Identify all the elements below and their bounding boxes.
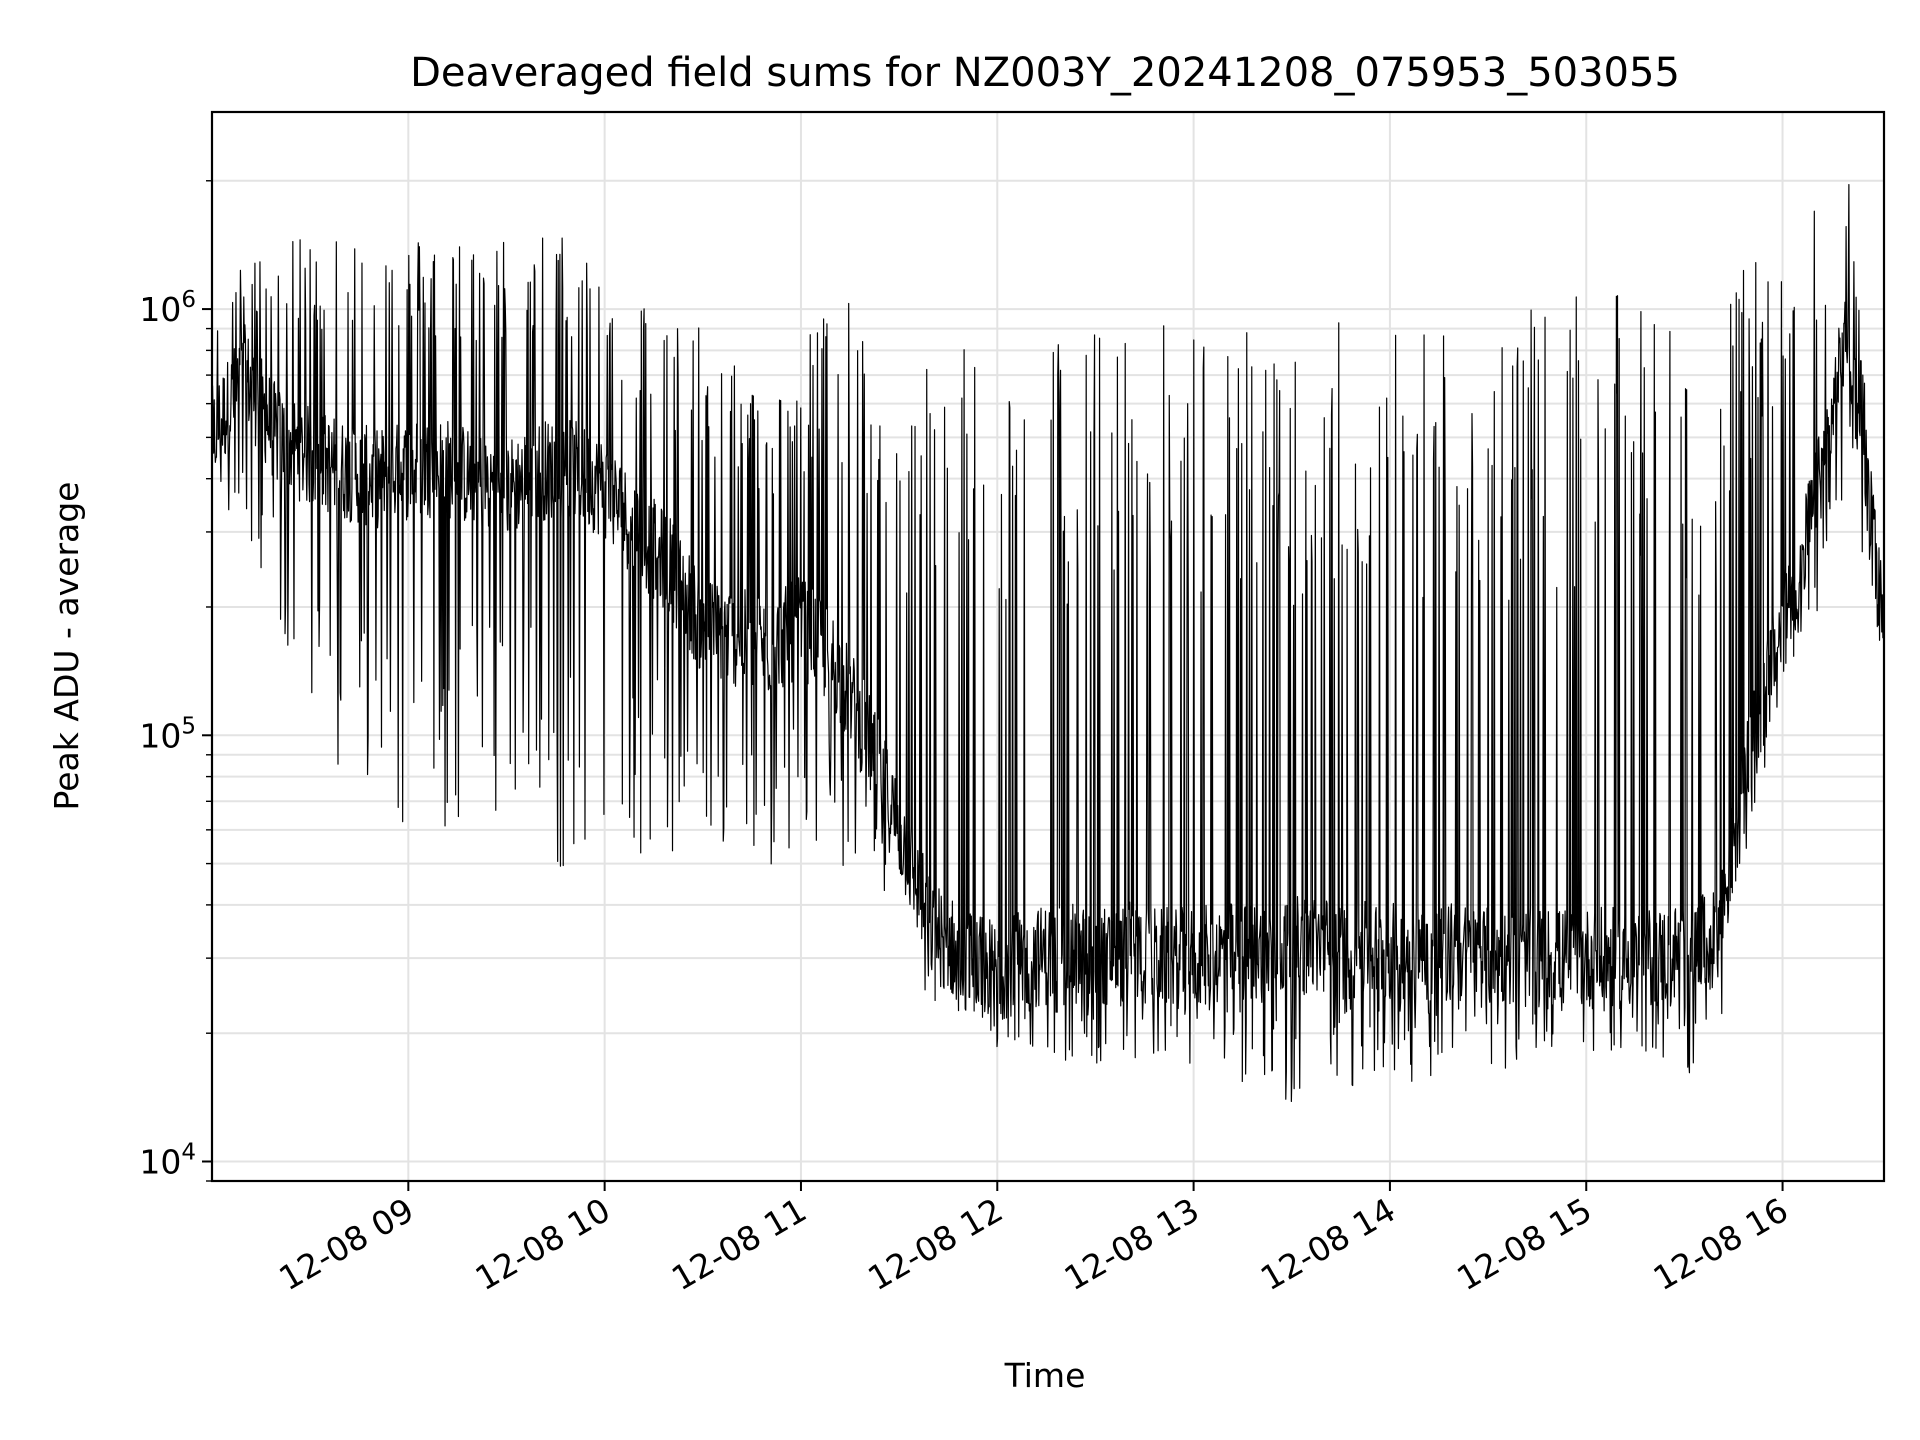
- y-tick-label: 104: [139, 1139, 196, 1181]
- y-axis: 104 105 106: [139, 180, 212, 1182]
- y-tick-label: 105: [139, 713, 196, 755]
- y-tick-label: 106: [139, 287, 196, 329]
- x-axis: 12-08 09 12-08 10 12-08 11 12-08 12 12-08 13…: [272, 1181, 1795, 1298]
- y-axis-label: Peak ADU - average: [47, 482, 86, 811]
- x-tick-label: 12-08 11: [665, 1190, 813, 1298]
- x-tick-label: 12-08 16: [1647, 1190, 1795, 1298]
- chart-title: Deaveraged field sums for NZ003Y_2024120…: [410, 50, 1680, 96]
- series-line: [211, 183, 1885, 1103]
- x-tick-label: 12-08 09: [272, 1190, 420, 1298]
- x-tick-label: 12-08 13: [1058, 1190, 1206, 1298]
- x-tick-label: 12-08 10: [469, 1190, 617, 1298]
- x-tick-label: 12-08 14: [1254, 1190, 1402, 1298]
- plot-frame: [210, 110, 1886, 1183]
- x-tick-label: 12-08 15: [1450, 1190, 1598, 1298]
- x-axis-label: Time: [1004, 1356, 1086, 1395]
- series: [211, 183, 1885, 1103]
- x-tick-label: 12-08 12: [861, 1190, 1009, 1298]
